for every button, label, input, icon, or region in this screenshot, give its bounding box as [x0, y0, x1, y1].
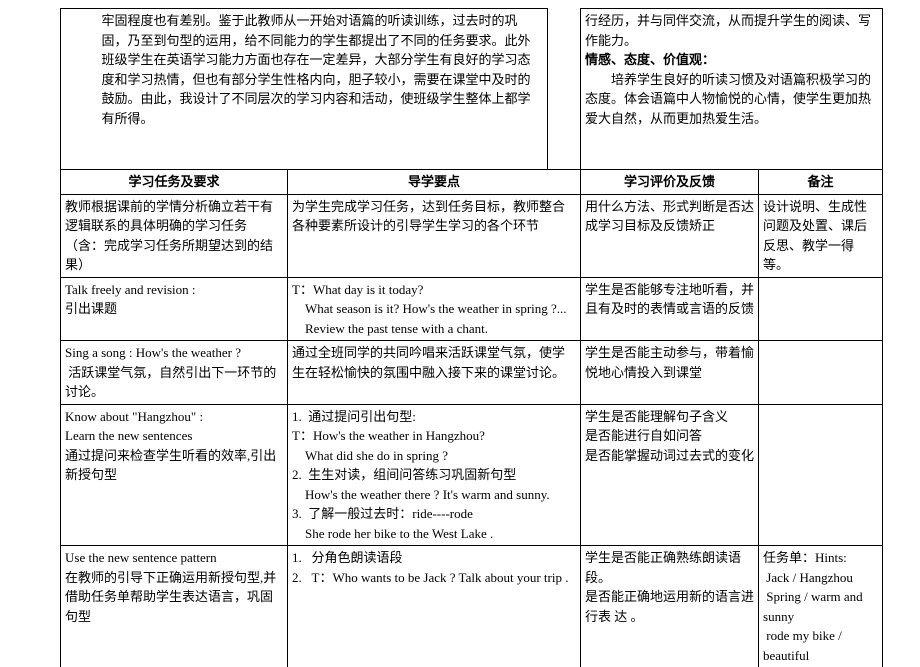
row4-c4d: rode my bike / beautiful	[763, 626, 878, 665]
row2-tasks: Sing a song : How's the weather ? 活跃课堂气氛…	[61, 341, 288, 405]
desc-guidance: 为学生完成学习任务，达到任务目标，教师整合各种要素所设计的引导学生学习的各个环节	[288, 194, 581, 277]
row3-c1c: 通过提问来检查学生听看的效率,引出新授句型	[65, 446, 283, 485]
row3-c2f: 3. 了解一般过去时：ride----rode	[292, 504, 576, 524]
desc-feedback: 用什么方法、形式判断是否达成学习目标及反馈矫正	[581, 194, 759, 277]
row4-remarks: 任务单：Hints: Jack / Hangzhou Spring / warm…	[759, 546, 883, 667]
row3-c1b: Learn the new sentences	[65, 426, 283, 446]
top-left-cell: 牢固程度也有差别。鉴于此教师从一开始对语篇的听读训练，过去时的巩固，乃至到句型的…	[98, 9, 548, 170]
row1-c1a: Talk freely and revision :	[65, 280, 283, 300]
top-right-p2: 培养学生良好的听读习惯及对语篇积极学习的态度。体会语篇中人物愉悦的心情，使学生更…	[585, 70, 878, 129]
top-right-p1: 行经历，并与同伴交流，从而提升学生的阅读、写作能力。	[585, 11, 878, 50]
row3-c2d: 2. 生生对读，组间问答练习巩固新句型	[292, 465, 576, 485]
top-right-cell: 行经历，并与同伴交流，从而提升学生的阅读、写作能力。 情感、态度、价值观： 培养…	[581, 9, 883, 170]
header-tasks: 学习任务及要求	[61, 170, 288, 195]
row3-c3a: 学生是否能理解句子含义	[585, 407, 754, 427]
row4-c1a: Use the new sentence pattern	[65, 548, 283, 568]
row1-remarks	[759, 277, 883, 341]
row1-feedback: 学生是否能够专注地听看，并且有及时的表情或言语的反馈	[581, 277, 759, 341]
row2-c1b: 活跃课堂气氛，自然引出下一环节的讨论。	[65, 363, 283, 402]
header-guidance: 导学要点	[288, 170, 581, 195]
row4-c1b: 在教师的引导下正确运用新授句型,并借助任务单帮助学生表达语言，巩固句型	[65, 568, 283, 627]
header-remarks: 备注	[759, 170, 883, 195]
row1-c1b: 引出课题	[65, 299, 283, 319]
row1-c2c: Review the past tense with a chant.	[292, 319, 576, 339]
row3-feedback: 学生是否能理解句子含义 是否能进行自如问答 是否能掌握动词过去式的变化	[581, 404, 759, 546]
row3-guidance: 1. 通过提问引出句型: T：How's the weather in Hang…	[288, 404, 581, 546]
desc-remarks: 设计说明、生成性问题及处置、课后反思、教学一得等。	[759, 194, 883, 277]
document-page: 牢固程度也有差别。鉴于此教师从一开始对语篇的听读训练，过去时的巩固，乃至到句型的…	[0, 0, 920, 664]
row3-c2g: She rode her bike to the West Lake .	[292, 524, 576, 544]
row1-c2b: What season is it? How's the weather in …	[292, 299, 576, 319]
row3-c2e: How's the weather there ? It's warm and …	[292, 485, 576, 505]
row4-feedback: 学生是否能正确熟练朗读语段。 是否能正确地运用新的语言进行表 达 。	[581, 546, 759, 667]
row3-c2a: 1. 通过提问引出句型:	[292, 407, 576, 427]
top-left-spacer	[61, 9, 98, 170]
row4-c4a: 任务单：Hints:	[763, 548, 878, 568]
row4-c2b: 2. T：Who wants to be Jack ? Talk about y…	[292, 568, 576, 588]
row3-tasks: Know about "Hangzhou" : Learn the new se…	[61, 404, 288, 546]
desc-tasks: 教师根据课前的学情分析确立若干有逻辑联系的具体明确的学习任务（含：完成学习任务所…	[61, 194, 288, 277]
row2-remarks	[759, 341, 883, 405]
row3-c2b: T：How's the weather in Hangzhou?	[292, 426, 576, 446]
row2-guidance: 通过全班同学的共同吟唱来活跃课堂气氛，使学生在轻松愉快的氛围中融入接下来的课堂讨…	[288, 341, 581, 405]
row3-c3b: 是否能进行自如问答	[585, 426, 754, 446]
top-right-heading: 情感、态度、价值观：	[585, 50, 878, 70]
lesson-plan-table: 牢固程度也有差别。鉴于此教师从一开始对语篇的听读训练，过去时的巩固，乃至到句型的…	[60, 8, 883, 667]
row3-c3c: 是否能掌握动词过去式的变化	[585, 446, 754, 466]
row1-tasks: Talk freely and revision : 引出课题	[61, 277, 288, 341]
row3-c2c: What did she do in spring ?	[292, 446, 576, 466]
row3-c1a: Know about "Hangzhou" :	[65, 407, 283, 427]
top-gap	[548, 9, 581, 170]
row2-feedback: 学生是否能主动参与，带着愉悦地心情投入到课堂	[581, 341, 759, 405]
row4-c4b: Jack / Hangzhou	[763, 568, 878, 588]
row4-c3b: 是否能正确地运用新的语言进行表 达 。	[585, 587, 754, 626]
row4-guidance: 1. 分角色朗读语段 2. T：Who wants to be Jack ? T…	[288, 546, 581, 667]
row3-remarks	[759, 404, 883, 546]
row4-tasks: Use the new sentence pattern 在教师的引导下正确运用…	[61, 546, 288, 667]
row2-c1a: Sing a song : How's the weather ?	[65, 343, 283, 363]
row4-c4c: Spring / warm and sunny	[763, 587, 878, 626]
row4-c3a: 学生是否能正确熟练朗读语段。	[585, 548, 754, 587]
row4-c2a: 1. 分角色朗读语段	[292, 548, 576, 568]
header-feedback: 学习评价及反馈	[581, 170, 759, 195]
row1-c2a: T：What day is it today?	[292, 280, 576, 300]
top-left-para: 牢固程度也有差别。鉴于此教师从一开始对语篇的听读训练，过去时的巩固，乃至到句型的…	[102, 11, 544, 128]
row1-guidance: T：What day is it today? What season is i…	[288, 277, 581, 341]
